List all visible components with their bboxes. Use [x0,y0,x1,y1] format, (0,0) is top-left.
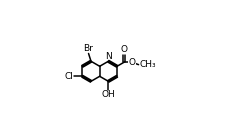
Text: N: N [104,52,111,61]
Text: O: O [128,58,134,67]
Text: OH: OH [101,90,115,99]
Text: O: O [120,45,127,54]
Text: Br: Br [83,44,93,53]
Text: CH₃: CH₃ [138,60,155,69]
Text: Cl: Cl [64,72,73,81]
